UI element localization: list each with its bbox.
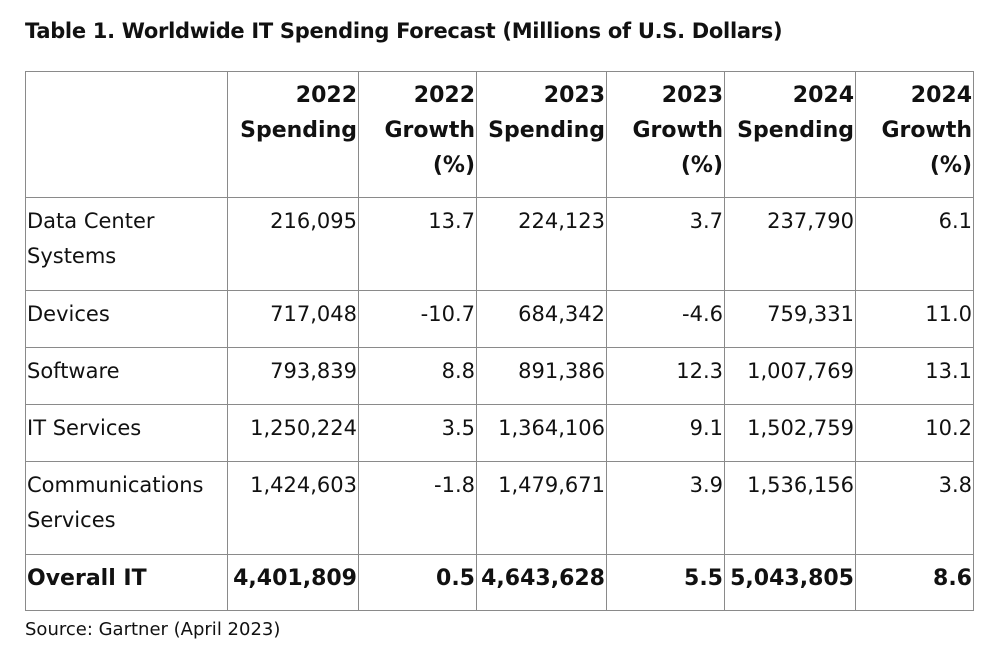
header-cell: 2022 Growth (%)	[358, 71, 477, 198]
table-cell: 10.2	[855, 404, 974, 462]
table-cell: 759,331	[724, 290, 856, 348]
table-cell: 793,839	[227, 347, 359, 405]
header-cell: 2024 Spending	[724, 71, 856, 198]
header-cell: 2023 Growth (%)	[606, 71, 725, 198]
table-cell: 3.5	[358, 404, 477, 462]
table-cell: 1,479,671	[476, 461, 607, 555]
table-title: Table 1. Worldwide IT Spending Forecast …	[25, 19, 783, 43]
table-cell: 12.3	[606, 347, 725, 405]
table-cell: 3.7	[606, 197, 725, 291]
table-cell: -4.6	[606, 290, 725, 348]
table-cell: 717,048	[227, 290, 359, 348]
table-cell: 13.7	[358, 197, 477, 291]
table-cell: 8.6	[855, 554, 974, 611]
header-cell	[25, 71, 228, 198]
table-cell: -1.8	[358, 461, 477, 555]
table-cell: 1,007,769	[724, 347, 856, 405]
header-row: 2022 Spending 2022 Growth (%) 2023 Spend…	[25, 71, 974, 198]
table-row: Software 793,839 8.8 891,386 12.3 1,007,769 13…	[25, 347, 974, 405]
table-cell: 8.8	[358, 347, 477, 405]
table-cell: 3.8	[855, 461, 974, 555]
table-row: Devices 717,048 -10.7 684,342 -4.6 759,331 11.…	[25, 290, 974, 348]
total-row: Overall IT 4,401,809 0.5 4,643,628 5.5 5,043,…	[25, 554, 974, 611]
row-label: Software	[25, 347, 228, 405]
table-cell: 216,095	[227, 197, 359, 291]
it-spending-table: 2022 Spending 2022 Growth (%) 2023 Spend…	[25, 71, 974, 611]
source-note: Source: Gartner (April 2023)	[25, 619, 281, 640]
table-cell: -10.7	[358, 290, 477, 348]
table-cell: 5,043,805	[724, 554, 856, 611]
row-label: Data Center Systems	[25, 197, 228, 291]
table-cell: 237,790	[724, 197, 856, 291]
table-cell: 1,364,106	[476, 404, 607, 462]
table-cell: 13.1	[855, 347, 974, 405]
table-cell: 1,424,603	[227, 461, 359, 555]
table-cell: 4,401,809	[227, 554, 359, 611]
table-row: IT Services 1,250,224 3.5 1,364,106 9.1 1,502…	[25, 404, 974, 462]
header-cell: 2024 Growth (%)	[855, 71, 974, 198]
header-cell: 2023 Spending	[476, 71, 607, 198]
table-cell: 9.1	[606, 404, 725, 462]
table-cell: 11.0	[855, 290, 974, 348]
table-row: Data Center Systems 216,095 13.7 224,123 3.7…	[25, 197, 974, 291]
row-label: Devices	[25, 290, 228, 348]
table-cell: 1,250,224	[227, 404, 359, 462]
table-cell: 224,123	[476, 197, 607, 291]
table-row: Communications Services 1,424,603 -1.8 1,47…	[25, 461, 974, 555]
table-cell: 3.9	[606, 461, 725, 555]
table-cell: 684,342	[476, 290, 607, 348]
table-cell: 1,502,759	[724, 404, 856, 462]
table-cell: 6.1	[855, 197, 974, 291]
row-label: IT Services	[25, 404, 228, 462]
table-cell: 1,536,156	[724, 461, 856, 555]
table-cell: 0.5	[358, 554, 477, 611]
row-label: Communications Services	[25, 461, 228, 555]
table-cell: 4,643,628	[476, 554, 607, 611]
table-cell: 891,386	[476, 347, 607, 405]
row-label: Overall IT	[25, 554, 228, 611]
table-cell: 5.5	[606, 554, 725, 611]
header-cell: 2022 Spending	[227, 71, 359, 198]
